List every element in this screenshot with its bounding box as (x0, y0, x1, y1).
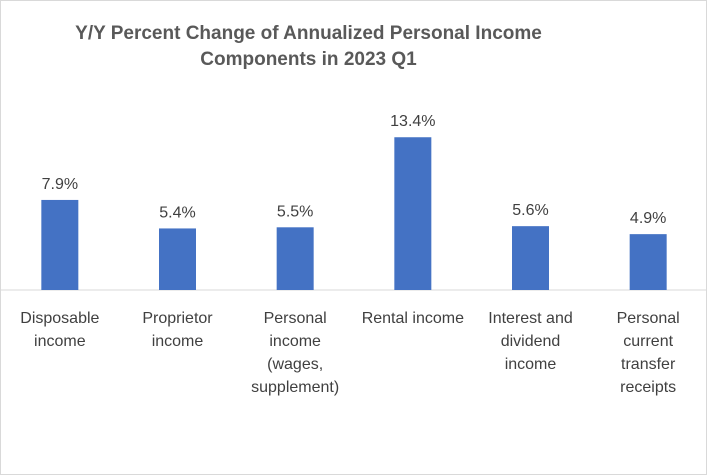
category-label-4-line-1: dividend (500, 333, 561, 350)
data-label-0: 7.9% (42, 176, 78, 193)
category-label-2-line-3: supplement) (251, 379, 340, 396)
category-label-5-line-0: Personal (616, 310, 680, 327)
category-label-2-line-0: Personal (263, 310, 327, 327)
bar-0 (41, 199, 79, 290)
category-label-5-line-3: receipts (620, 379, 677, 396)
data-label-2: 5.5% (277, 203, 313, 220)
category-label-0: Disposable income (1, 307, 119, 353)
category-label-4-line-2: income (504, 356, 557, 373)
bar-1 (159, 228, 196, 290)
data-label-1: 5.4% (159, 204, 195, 221)
bar-3 (394, 137, 432, 290)
bar-4 (512, 226, 549, 290)
bar-2 (276, 227, 314, 290)
category-label-2-line-1: income (269, 333, 321, 350)
data-label-4: 5.6% (512, 202, 548, 219)
category-label-5-line-2: transfer (621, 356, 676, 373)
category-label-1: Proprietor income (119, 307, 237, 353)
category-label-4-line-0: Interest and (488, 310, 573, 327)
category-label-2-line-2: (wages, (267, 356, 324, 373)
category-label-5-line-1: current (623, 333, 674, 350)
category-label-0-line-1: income (34, 333, 86, 350)
data-label-5: 4.9% (630, 210, 666, 227)
category-label-0-line-0: Disposable (20, 310, 100, 327)
category-label-3-line-0: Rental income (361, 310, 464, 327)
chart-title-line-2: Components in 2023 Q1 (200, 49, 417, 70)
category-label-3: Rental income (354, 307, 472, 330)
chart-title-line-1: Y/Y Percent Change of Annualized Persona… (75, 23, 542, 44)
bar-5 (629, 234, 667, 290)
category-label-4: Interest and dividend income (472, 307, 590, 376)
category-label-2: Personal income (wages, supplement) (236, 307, 354, 399)
category-label-5: Personal current transfer receipts (589, 307, 707, 399)
chart-title: Y/Y Percent Change of Annualized Persona… (1, 21, 616, 73)
category-label-1-line-1: income (151, 333, 204, 350)
category-label-1-line-0: Proprietor (142, 310, 213, 327)
data-label-3: 13.4% (390, 113, 435, 130)
